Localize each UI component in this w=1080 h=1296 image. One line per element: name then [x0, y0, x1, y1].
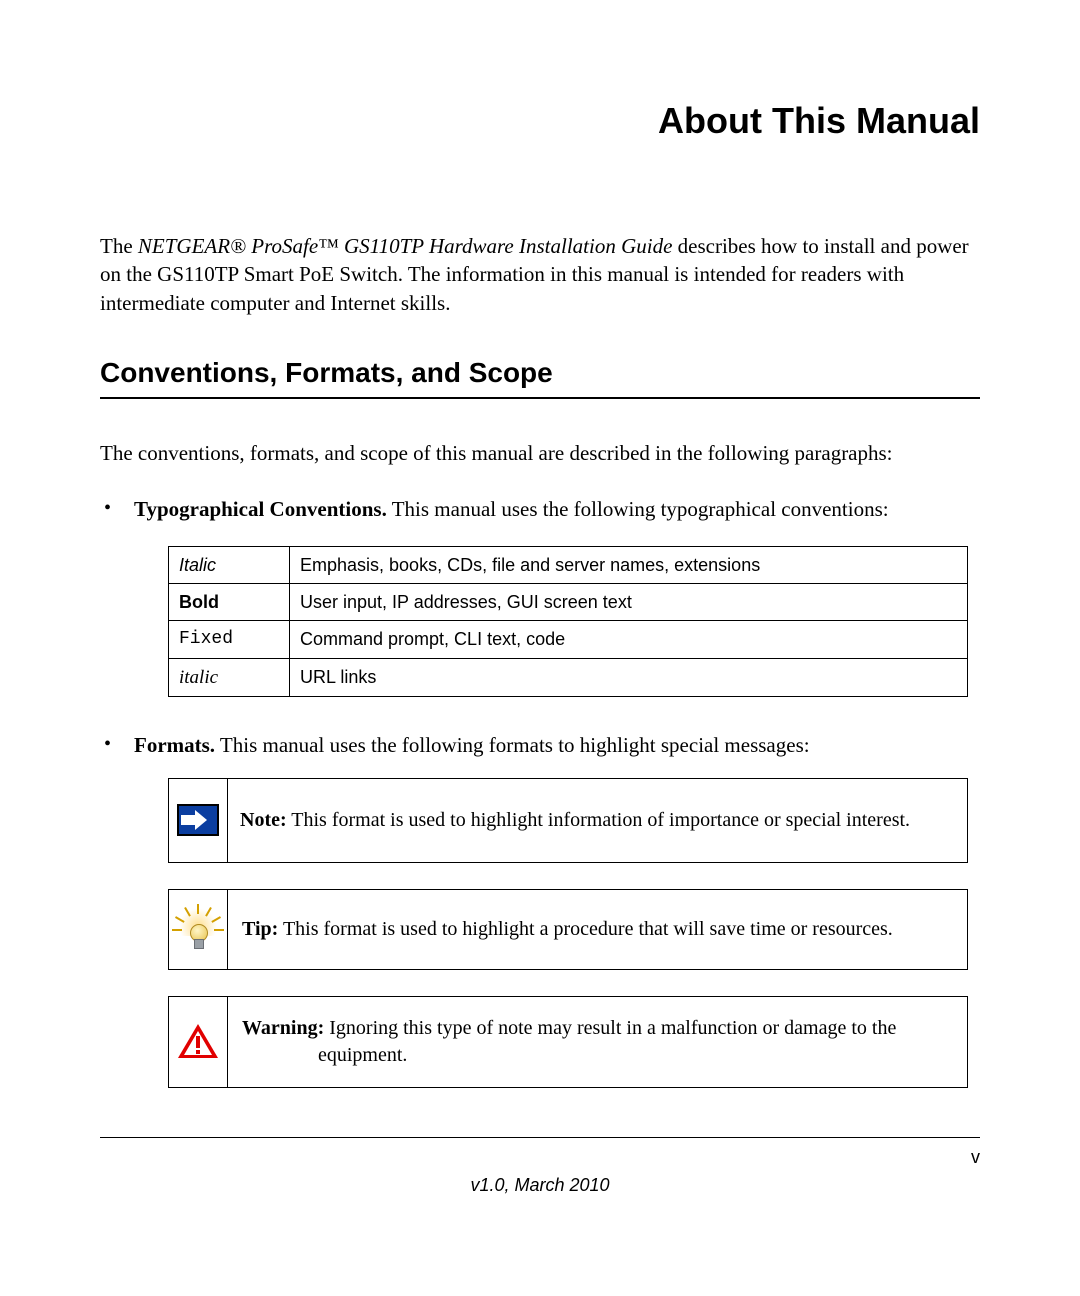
note-label: Note:: [240, 809, 287, 831]
table-row: Fixed Command prompt, CLI text, code: [169, 621, 968, 658]
section-heading: Conventions, Formats, and Scope: [100, 357, 980, 399]
table-cell-c2: User input, IP addresses, GUI screen tex…: [290, 584, 968, 621]
intro-product: NETGEAR® ProSafe™ GS110TP Hardware Insta…: [138, 234, 673, 258]
tip-label: Tip:: [242, 918, 278, 940]
arrow-icon: [177, 804, 219, 836]
table-cell-c1: Fixed: [169, 621, 290, 658]
table-cell-c2: Emphasis, books, CDs, file and server na…: [290, 546, 968, 583]
table-cell-c1: Italic: [169, 546, 290, 583]
table-row: Italic Emphasis, books, CDs, file and se…: [169, 546, 968, 583]
warning-label: Warning:: [242, 1017, 324, 1039]
intro-paragraph: The NETGEAR® ProSafe™ GS110TP Hardware I…: [100, 232, 980, 317]
table-row: Bold User input, IP addresses, GUI scree…: [169, 584, 968, 621]
warning-icon-cell: [169, 997, 228, 1087]
bullet-formats: Formats. This manual uses the following …: [100, 731, 980, 1087]
note-icon-cell: [169, 779, 228, 862]
warning-text: Warning: Ignoring this type of note may …: [228, 997, 967, 1087]
note-body: This format is used to highlight informa…: [287, 809, 910, 831]
footer-rule: [100, 1137, 980, 1138]
warning-body-line1: Ignoring this type of note may result in…: [324, 1017, 896, 1039]
bullet-typographical: Typographical Conventions. This manual u…: [100, 495, 980, 697]
warning-body-line2: equipment.: [242, 1042, 953, 1069]
lightbulb-icon: [175, 906, 221, 952]
table-cell-c1: italic: [169, 658, 290, 697]
table-cell-c1: Bold: [169, 584, 290, 621]
conventions-table: Italic Emphasis, books, CDs, file and se…: [168, 546, 968, 698]
document-page: About This Manual The NETGEAR® ProSafe™ …: [0, 0, 1080, 1296]
page-number: v: [971, 1147, 980, 1168]
note-callout: Note: This format is used to highlight i…: [168, 778, 968, 863]
note-text: Note: This format is used to highlight i…: [228, 779, 967, 862]
version-footer: v1.0, March 2010: [0, 1175, 1080, 1196]
tip-callout: Tip: This format is used to highlight a …: [168, 889, 968, 970]
intro-pre: The: [100, 234, 138, 258]
bullet2-text: This manual uses the following formats t…: [215, 733, 810, 757]
table-cell-c2: Command prompt, CLI text, code: [290, 621, 968, 658]
bullet1-label: Typographical Conventions.: [134, 497, 387, 521]
warning-triangle-icon: [178, 1024, 218, 1060]
section-intro: The conventions, formats, and scope of t…: [100, 439, 980, 467]
warning-callout: Warning: Ignoring this type of note may …: [168, 996, 968, 1088]
bullet1-text: This manual uses the following typograph…: [387, 497, 889, 521]
page-title: About This Manual: [100, 100, 980, 142]
tip-text: Tip: This format is used to highlight a …: [228, 890, 967, 969]
tip-body: This format is used to highlight a proce…: [278, 918, 892, 940]
bullet-list: Typographical Conventions. This manual u…: [100, 495, 980, 1087]
table-cell-c2: URL links: [290, 658, 968, 697]
table-row: italic URL links: [169, 658, 968, 697]
tip-icon-cell: [169, 890, 228, 969]
bullet2-label: Formats.: [134, 733, 215, 757]
